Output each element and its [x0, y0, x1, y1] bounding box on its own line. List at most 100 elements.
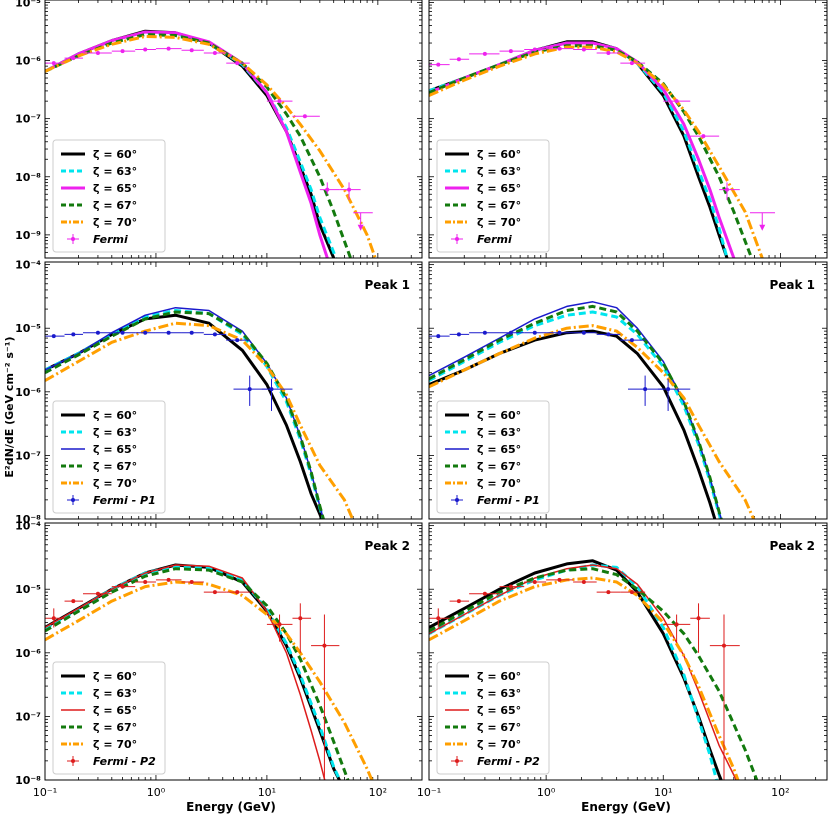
- legend-label: Fermi: [477, 233, 512, 246]
- legend-label: ζ = 63°: [93, 426, 137, 439]
- fermi-point: [212, 50, 217, 55]
- y-tick-label: 10⁻⁴: [15, 259, 41, 272]
- fermi-point: [189, 330, 194, 335]
- fermi-point: [482, 51, 487, 56]
- panel-frame: [428, 522, 828, 781]
- panel-peak1-left: 10⁻⁸ 10⁻⁷ 10⁻⁶ 10⁻⁵ 10⁻⁴ Peak 1 ζ = 60° ζ = 63°…: [15, 259, 423, 526]
- fermi-point: [508, 330, 513, 335]
- panel-total-right: ζ = 60° ζ = 63° ζ = 65° ζ = 67° ζ = 70° Fermi: [428, 0, 828, 259]
- x-tick-label: 10⁻¹: [417, 786, 441, 799]
- series-line-z70: [45, 580, 374, 780]
- panel-title: Peak 2: [364, 539, 410, 553]
- legend-label: Fermi - P2: [93, 755, 156, 768]
- fermi-point: [456, 599, 461, 604]
- legend-box: [52, 400, 166, 514]
- fermi-points: [429, 577, 740, 780]
- fermi-point: [166, 577, 171, 582]
- fermi-point: [120, 49, 125, 54]
- x-axis-label-left: Energy (GeV): [186, 800, 276, 814]
- panel-total-left: 10⁻⁹ 10⁻⁸ 10⁻⁷ 10⁻⁶ 10⁻⁵ ζ = 60° ζ = 63° ζ = 65…: [15, 0, 423, 259]
- legend-label: ζ = 60°: [93, 670, 137, 683]
- legend-label: ζ = 60°: [93, 148, 137, 161]
- fermi-upper-arrow: [357, 224, 364, 231]
- legend-label: ζ = 67°: [477, 721, 521, 734]
- legend-label: ζ = 65°: [93, 182, 137, 195]
- legend-swatch: [71, 498, 75, 502]
- fermi-point: [212, 332, 217, 337]
- legend-label: ζ = 70°: [93, 477, 137, 490]
- fermi-point: [325, 187, 330, 192]
- x-tick-label: 10²: [369, 786, 387, 799]
- legend-label: Fermi: [93, 233, 128, 246]
- y-tick-label: 10⁻⁵: [15, 0, 41, 9]
- fermi-point: [436, 62, 441, 67]
- fermi-point: [629, 61, 634, 66]
- fermi-point: [322, 643, 327, 648]
- y-tick-label: 10⁻⁶: [15, 55, 41, 68]
- series-group: [429, 301, 756, 519]
- panel-frame: [44, 261, 423, 520]
- legend: ζ = 60° ζ = 63° ζ = 65° ζ = 67° ζ = 70° Fermi…: [436, 400, 550, 514]
- panel-frame: [44, 522, 423, 781]
- x-tick-label: 10¹: [258, 786, 276, 799]
- legend-label: ζ = 67°: [93, 199, 137, 212]
- fermi-points: [429, 46, 776, 231]
- series-line-z67: [45, 567, 350, 780]
- legend-swatch: [71, 237, 75, 241]
- fermi-point: [456, 332, 461, 337]
- x-tick-label: 10⁻¹: [33, 786, 57, 799]
- series-line-z67: [429, 304, 723, 519]
- y-tick-label: 10⁻⁶: [15, 386, 41, 399]
- y-tick-label: 10⁻⁹: [15, 229, 41, 242]
- legend-label: ζ = 63°: [477, 426, 521, 439]
- panel-title: Peak 1: [364, 278, 410, 292]
- series-line-z70: [429, 576, 740, 780]
- panels: 10⁻⁹ 10⁻⁸ 10⁻⁷ 10⁻⁶ 10⁻⁵ ζ = 60° ζ = 63° ζ = 65…: [15, 0, 828, 799]
- legend-label: ζ = 70°: [477, 216, 521, 229]
- fermi-point: [298, 616, 303, 621]
- panel-frame: [428, 0, 828, 259]
- fermi-point: [235, 338, 240, 343]
- legend-label: ζ = 60°: [477, 148, 521, 161]
- fermi-point: [456, 57, 461, 62]
- y-axis-label: E²dN/dE (GeV cm⁻² s⁻¹): [3, 336, 16, 477]
- fermi-point: [235, 61, 240, 66]
- fermi-point: [643, 387, 648, 392]
- legend-label: ζ = 70°: [477, 477, 521, 490]
- fermi-points: [45, 330, 293, 411]
- series-line-z70: [429, 45, 764, 258]
- legend-box: [436, 661, 550, 775]
- y-tick-label: 10⁻⁵: [15, 322, 41, 335]
- fermi-point: [701, 134, 706, 139]
- fermi-point: [51, 616, 56, 621]
- fermi-point: [581, 579, 586, 584]
- legend-label: ζ = 60°: [477, 409, 521, 422]
- legend-box: [436, 139, 550, 253]
- legend-label: Fermi - P1: [93, 494, 156, 507]
- fermi-point: [71, 332, 76, 337]
- legend-label: ζ = 63°: [93, 687, 137, 700]
- fermi-point: [189, 579, 194, 584]
- legend-label: ζ = 67°: [477, 460, 521, 473]
- fermi-point: [532, 330, 537, 335]
- fermi-point: [557, 577, 562, 582]
- y-tick-label: 10⁻⁷: [15, 710, 41, 723]
- fermi-point: [581, 330, 586, 335]
- fermi-point: [95, 591, 100, 596]
- panel-peak1-right: Peak 1 ζ = 60° ζ = 63° ζ = 65° ζ = 67° ζ = 70…: [428, 261, 828, 520]
- fermi-point: [71, 56, 76, 61]
- fermi-point: [277, 99, 282, 104]
- legend: ζ = 60° ζ = 63° ζ = 65° ζ = 67° ζ = 70° Fermi…: [436, 661, 550, 775]
- fermi-points: [45, 577, 340, 780]
- fermi-point: [557, 46, 562, 51]
- legend: ζ = 60° ζ = 63° ζ = 65° ζ = 67° ζ = 70° Fermi: [436, 139, 550, 253]
- fermi-point: [581, 47, 586, 52]
- legend: ζ = 60° ζ = 63° ζ = 65° ζ = 67° ζ = 70° Fermi…: [52, 661, 166, 775]
- fermi-point: [724, 187, 729, 192]
- fermi-point: [606, 590, 611, 595]
- legend-label: ζ = 63°: [477, 687, 521, 700]
- fermi-point: [302, 114, 307, 119]
- x-axis-label-right: Energy (GeV): [581, 800, 671, 814]
- fermi-point: [557, 330, 562, 335]
- fermi-point: [51, 61, 56, 66]
